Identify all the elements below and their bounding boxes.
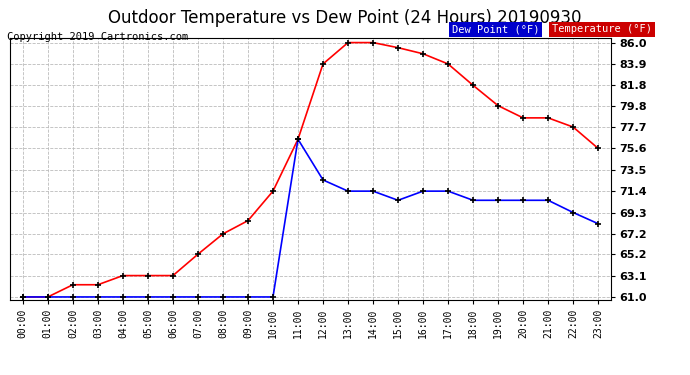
Text: Temperature (°F): Temperature (°F) [552,24,652,34]
Text: Outdoor Temperature vs Dew Point (24 Hours) 20190930: Outdoor Temperature vs Dew Point (24 Hou… [108,9,582,27]
Text: Dew Point (°F): Dew Point (°F) [452,24,540,34]
Text: Copyright 2019 Cartronics.com: Copyright 2019 Cartronics.com [7,32,188,42]
